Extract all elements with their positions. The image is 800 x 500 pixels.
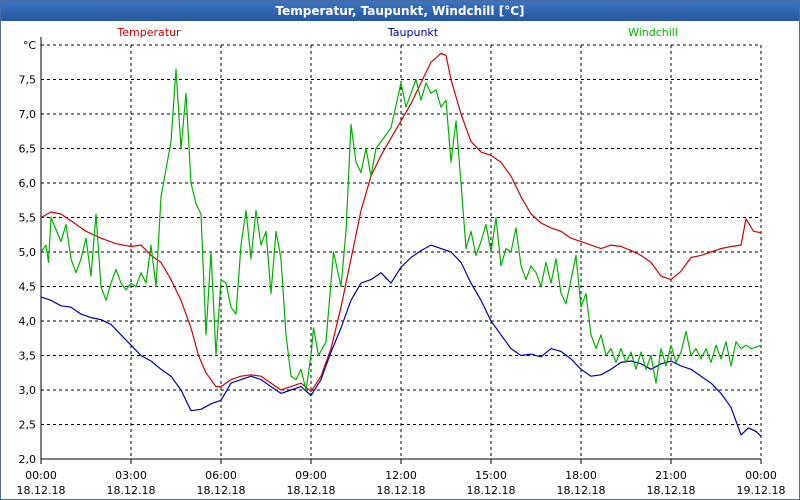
series-line-temperatur [40, 52, 762, 392]
y-tick-label: 4,0 [19, 315, 37, 328]
y-tick-label: 3,5 [19, 350, 37, 363]
legend-windchill: Windchill [628, 26, 678, 39]
x-tick-date: 19.12.18 [737, 484, 786, 497]
y-tick-label: 5,0 [19, 246, 37, 259]
x-tick-date: 18.12.18 [17, 484, 66, 497]
grid [41, 44, 762, 459]
y-tick-label: 7,5 [19, 74, 37, 87]
x-tick-time: 03:00 [115, 469, 147, 482]
y-tick-label: 6,5 [19, 143, 37, 156]
x-tick-date: 18.12.18 [107, 484, 156, 497]
y-tick-label: 4,5 [19, 281, 37, 294]
x-tick-date: 18.12.18 [287, 484, 336, 497]
legend-taupunkt: Taupunkt [387, 26, 439, 39]
y-tick-label: 5,5 [19, 212, 37, 225]
series-line-taupunkt [40, 244, 762, 437]
window-title: Temperatur, Taupunkt, Windchill [°C] [1, 1, 799, 21]
x-tick-time: 00:00 [25, 469, 57, 482]
x-tick-date: 18.12.18 [377, 484, 426, 497]
x-tick-date: 18.12.18 [557, 484, 606, 497]
x-tick-time: 06:00 [205, 469, 237, 482]
x-tick-time: 21:00 [655, 469, 687, 482]
legend-temperatur: Temperatur [116, 26, 181, 39]
y-tick-label: 7,0 [19, 108, 37, 121]
x-tick-time: 15:00 [475, 469, 507, 482]
y-tick-label: 6,0 [19, 177, 37, 190]
x-tick-time: 09:00 [295, 469, 327, 482]
x-tick-date: 18.12.18 [197, 484, 246, 497]
x-tick-date: 18.12.18 [467, 484, 516, 497]
legend: Temperatur Taupunkt Windchill [116, 26, 678, 39]
x-tick-time: 12:00 [385, 469, 417, 482]
series-lines [40, 52, 762, 437]
y-tick-label: 3,0 [19, 384, 37, 397]
axes: 2,0 2,5 3,0 3,5 4,0 4,5 5,0 5,5 6,0 6,5 7,0 7,5 °C 00… [17, 37, 786, 497]
x-tick-time: 18:00 [565, 469, 597, 482]
series-line-windchill [40, 68, 762, 391]
line-chart: 2,0 2,5 3,0 3,5 4,0 4,5 5,0 5,5 6,0 6,5 7,0 7,5 °C 00… [17, 26, 786, 497]
x-tick-date: 18.12.18 [647, 484, 696, 497]
y-tick-label: 2,0 [19, 453, 37, 466]
y-tick-label: 2,5 [19, 419, 37, 432]
x-tick-time: 00:00 [745, 469, 777, 482]
y-axis-unit: °C [23, 39, 37, 52]
